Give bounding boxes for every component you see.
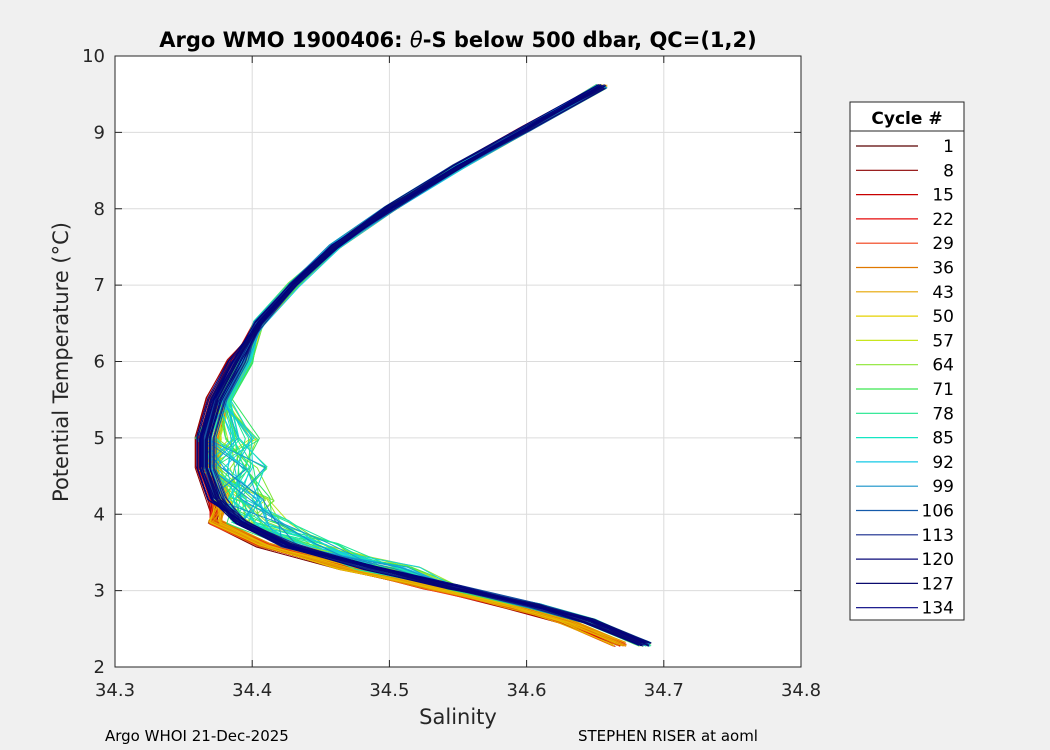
legend-label: 106	[922, 502, 954, 522]
legend-label: 78	[932, 404, 954, 424]
footer-left: Argo WHOI 21-Dec-2025	[105, 727, 289, 745]
x-tick-label: 34.3	[95, 680, 135, 701]
footer-right: STEPHEN RISER at aoml	[578, 727, 758, 745]
legend-label: 57	[932, 331, 954, 351]
legend-label: 113	[922, 526, 954, 546]
legend-label: 8	[943, 161, 954, 181]
cycle-profile-line	[196, 84, 645, 643]
legend-label: 29	[932, 234, 954, 254]
legend-label: 43	[932, 283, 954, 303]
legend-entries: 1 8 15 22 29 36 43 50 57 64 71 78 85 92 99 106 113 120 127…	[856, 137, 954, 619]
y-tick-label: 7	[94, 275, 105, 296]
x-tick-label: 34.7	[644, 680, 684, 701]
y-tick-label: 9	[94, 122, 105, 143]
x-axis-label: Salinity	[419, 705, 497, 729]
y-tick-label: 4	[94, 504, 105, 525]
legend-label: 36	[932, 259, 954, 279]
chart-title: Argo WMO 1900406: θ-S below 500 dbar, QC…	[159, 28, 756, 52]
legend-label: 85	[932, 429, 954, 449]
legend-label: 92	[932, 453, 954, 473]
legend-label: 64	[932, 356, 954, 376]
y-tick-labels: 2 3 4 5 6 7 8 9 10	[82, 46, 105, 678]
y-tick-label: 10	[82, 46, 105, 67]
y-tick-label: 8	[94, 199, 105, 220]
x-tick-labels: 34.3 34.4 34.5 34.6 34.7 34.8	[95, 680, 821, 701]
x-tick-label: 34.5	[369, 680, 409, 701]
legend-label: 99	[932, 477, 954, 497]
legend-label: 1	[943, 137, 954, 157]
legend-label: 22	[932, 210, 954, 230]
legend-label: 120	[922, 550, 954, 570]
legend-label: 127	[922, 574, 954, 594]
y-tick-label: 5	[94, 428, 105, 449]
legend-label: 71	[932, 380, 954, 400]
cycle-profile-line	[201, 84, 639, 645]
legend-label: 134	[922, 599, 954, 619]
y-tick-label: 6	[94, 352, 105, 373]
legend-label: 15	[932, 186, 954, 206]
legend-box	[849, 101, 965, 621]
legend: Cycle # 18152229364350576471788592991061…	[849, 101, 965, 621]
x-tick-label: 34.4	[232, 680, 272, 701]
profile-lines	[194, 83, 652, 647]
legend-label: 50	[932, 307, 954, 327]
y-tick-label: 2	[94, 657, 105, 678]
cycle-profile-line	[200, 84, 646, 644]
y-tick-label: 3	[94, 581, 105, 602]
legend-title: Cycle #	[871, 109, 942, 129]
axis-ticks	[114, 55, 802, 668]
x-tick-label: 34.6	[507, 680, 547, 701]
x-tick-label: 34.8	[781, 680, 821, 701]
y-axis-label: Potential Temperature (°C)	[49, 222, 73, 502]
